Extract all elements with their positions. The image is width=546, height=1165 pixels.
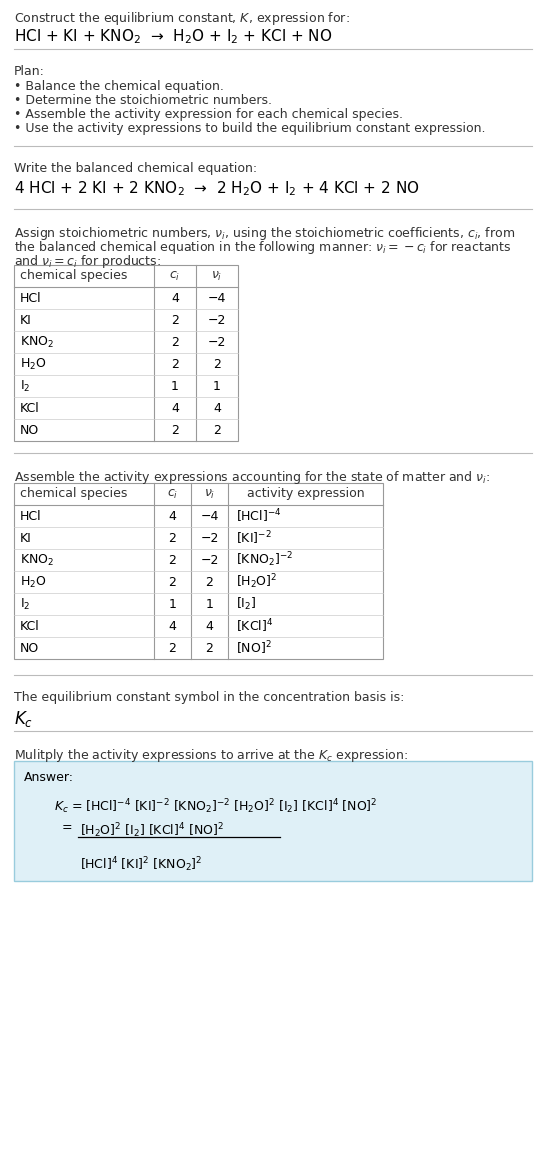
Text: 4: 4 [169,620,176,633]
Text: H$_2$O: H$_2$O [20,356,46,372]
Text: [I$_2$]: [I$_2$] [236,596,257,612]
Text: [H$_2$O]$^2$: [H$_2$O]$^2$ [236,573,277,592]
Text: 1: 1 [171,380,179,393]
Text: [KCl]$^4$: [KCl]$^4$ [236,617,273,635]
Text: [HCl]$^{-4}$: [HCl]$^{-4}$ [236,507,281,524]
Text: Plan:: Plan: [14,65,45,78]
Text: $K_c$: $K_c$ [14,709,33,729]
Text: [H$_2$O]$^2$ [I$_2$] [KCl]$^4$ [NO]$^2$: [H$_2$O]$^2$ [I$_2$] [KCl]$^4$ [NO]$^2$ [80,821,224,840]
Text: Mulitply the activity expressions to arrive at the $K_c$ expression:: Mulitply the activity expressions to arr… [14,747,408,764]
Text: Assemble the activity expressions accounting for the state of matter and $\nu_i$: Assemble the activity expressions accoun… [14,469,490,486]
Text: 4: 4 [213,402,221,415]
Text: 2: 2 [205,576,213,588]
Text: [HCl]$^4$ [KI]$^2$ [KNO$_2$]$^2$: [HCl]$^4$ [KI]$^2$ [KNO$_2$]$^2$ [80,855,203,874]
Text: −2: −2 [200,553,219,566]
Text: 2: 2 [171,358,179,370]
Text: 4: 4 [205,620,213,633]
Text: 1: 1 [205,598,213,610]
Text: Construct the equilibrium constant, $K$, expression for:: Construct the equilibrium constant, $K$,… [14,10,350,27]
Text: $c_i$: $c_i$ [167,487,178,501]
Text: −2: −2 [208,313,226,326]
Text: −4: −4 [208,291,226,304]
Text: chemical species: chemical species [20,269,127,282]
Text: activity expression: activity expression [247,487,364,501]
Text: • Assemble the activity expression for each chemical species.: • Assemble the activity expression for e… [14,108,403,121]
Text: HCl: HCl [20,291,41,304]
Text: • Determine the stoichiometric numbers.: • Determine the stoichiometric numbers. [14,94,272,107]
Text: 4: 4 [171,402,179,415]
Text: [KI]$^{-2}$: [KI]$^{-2}$ [236,529,272,546]
Text: −2: −2 [200,531,219,544]
Text: 2: 2 [169,576,176,588]
Text: −2: −2 [208,336,226,348]
Text: 2: 2 [171,313,179,326]
Text: $c_i$: $c_i$ [169,269,181,283]
Text: [NO]$^2$: [NO]$^2$ [236,640,272,657]
Text: [KNO$_2$]$^{-2}$: [KNO$_2$]$^{-2}$ [236,551,293,570]
Text: Write the balanced chemical equation:: Write the balanced chemical equation: [14,162,257,175]
Text: 4: 4 [169,509,176,522]
Text: Answer:: Answer: [24,771,74,784]
Text: =: = [62,821,76,834]
Text: $\nu_i$: $\nu_i$ [204,487,215,501]
Text: 4 HCl + 2 KI + 2 KNO$_2$  →  2 H$_2$O + I$_2$ + 4 KCl + 2 NO: 4 HCl + 2 KI + 2 KNO$_2$ → 2 H$_2$O + I$… [14,179,420,198]
Bar [14,264,238,442]
Text: I$_2$: I$_2$ [20,379,31,394]
Text: 2: 2 [169,531,176,544]
Text: $\nu_i$: $\nu_i$ [211,269,223,283]
Text: HCl: HCl [20,509,41,522]
Text: Assign stoichiometric numbers, $\nu_i$, using the stoichiometric coefficients, $: Assign stoichiometric numbers, $\nu_i$, … [14,225,515,242]
Text: $K_c$ = [HCl]$^{-4}$ [KI]$^{-2}$ [KNO$_2$]$^{-2}$ [H$_2$O]$^2$ [I$_2$] [KCl]$^4$: $K_c$ = [HCl]$^{-4}$ [KI]$^{-2}$ [KNO$_2… [54,797,378,815]
Text: 2: 2 [213,424,221,437]
Text: KNO$_2$: KNO$_2$ [20,552,54,567]
Text: KNO$_2$: KNO$_2$ [20,334,54,350]
Text: 4: 4 [171,291,179,304]
Text: and $\nu_i = c_i$ for products:: and $\nu_i = c_i$ for products: [14,253,161,270]
Text: 1: 1 [213,380,221,393]
Bar [14,483,383,659]
Text: KCl: KCl [20,402,40,415]
Text: HCl + KI + KNO$_2$  →  H$_2$O + I$_2$ + KCl + NO: HCl + KI + KNO$_2$ → H$_2$O + I$_2$ + KC… [14,27,333,45]
Text: chemical species: chemical species [20,487,127,501]
Text: NO: NO [20,424,39,437]
Text: KI: KI [20,531,32,544]
Text: 2: 2 [169,642,176,655]
Text: 2: 2 [205,642,213,655]
Bar [14,761,532,881]
Text: 2: 2 [213,358,221,370]
Text: 1: 1 [169,598,176,610]
Text: 2: 2 [169,553,176,566]
Text: −4: −4 [200,509,219,522]
Text: NO: NO [20,642,39,655]
Text: The equilibrium constant symbol in the concentration basis is:: The equilibrium constant symbol in the c… [14,691,405,704]
Text: • Use the activity expressions to build the equilibrium constant expression.: • Use the activity expressions to build … [14,122,485,135]
Text: the balanced chemical equation in the following manner: $\nu_i = -c_i$ for react: the balanced chemical equation in the fo… [14,239,512,256]
Text: H$_2$O: H$_2$O [20,574,46,589]
Text: KCl: KCl [20,620,40,633]
Text: • Balance the chemical equation.: • Balance the chemical equation. [14,80,224,93]
Text: I$_2$: I$_2$ [20,596,31,612]
Text: 2: 2 [171,424,179,437]
Text: 2: 2 [171,336,179,348]
Text: KI: KI [20,313,32,326]
